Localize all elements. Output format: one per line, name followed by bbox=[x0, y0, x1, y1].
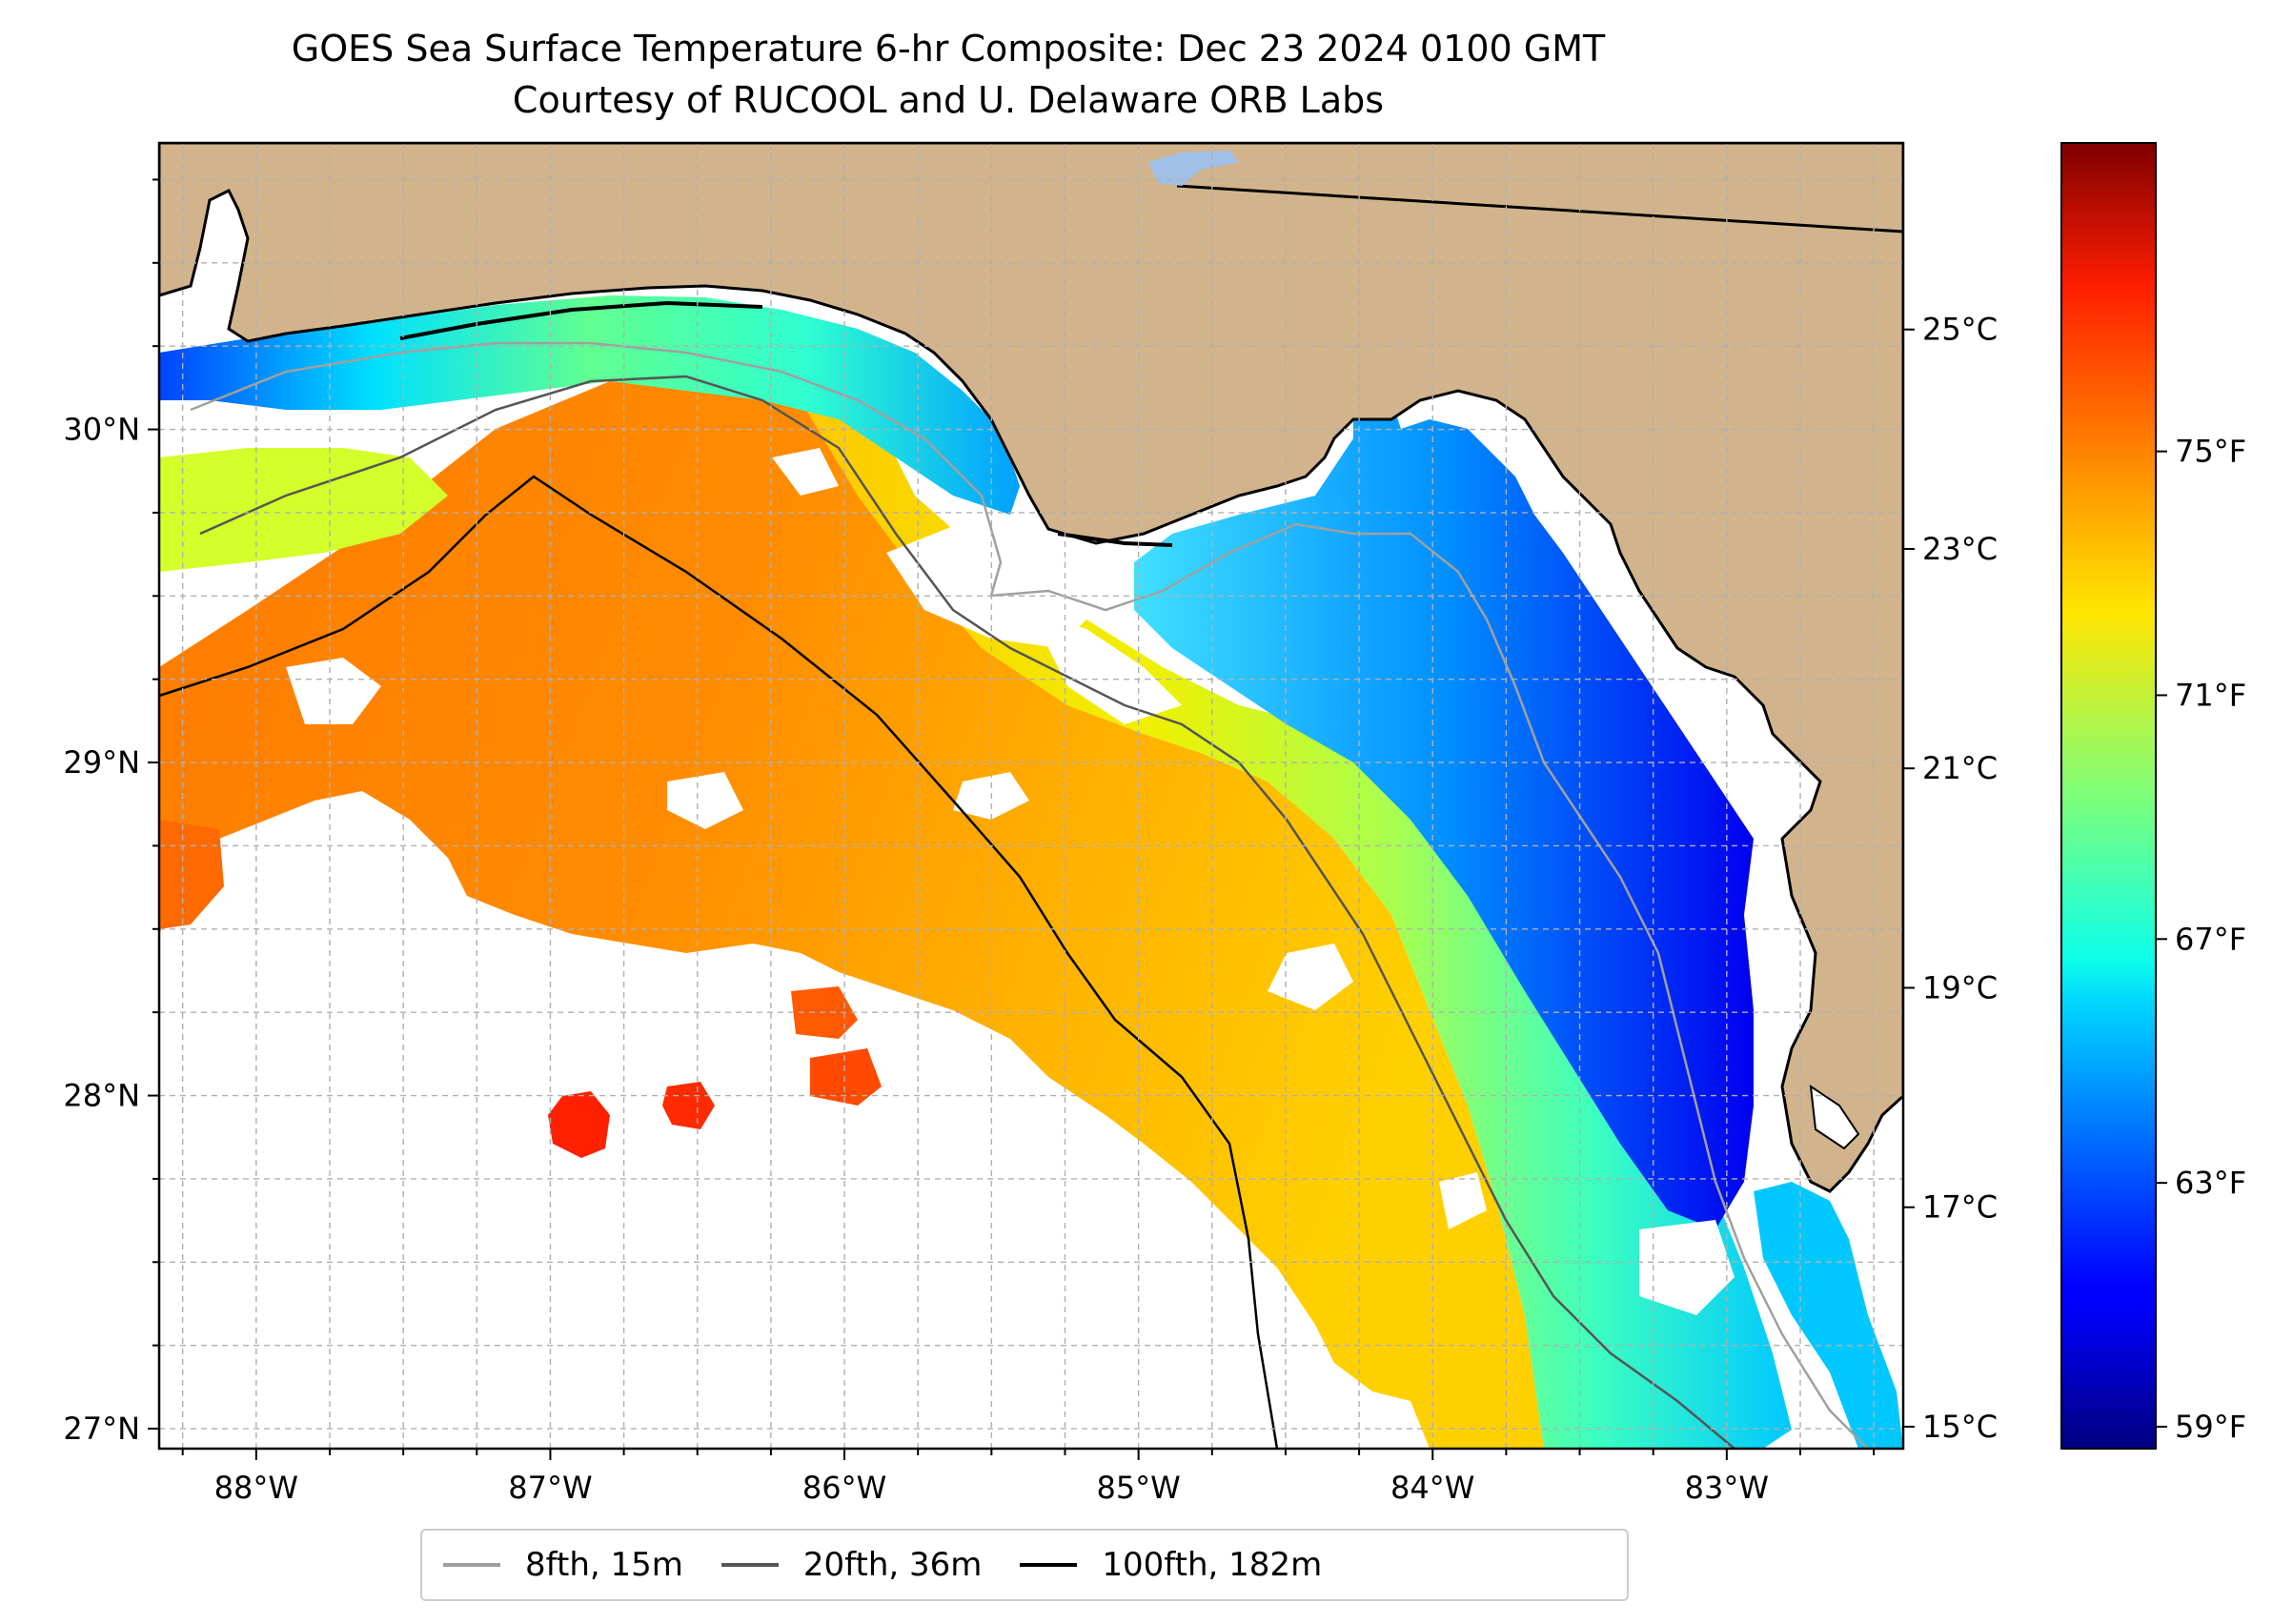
celsius-tick-label: 17°C bbox=[1922, 1189, 1998, 1226]
lat-tick-label: 27°N bbox=[63, 1411, 140, 1447]
map-title: GOES Sea Surface Temperature 6-hr Compos… bbox=[291, 28, 1606, 70]
celsius-tick-label: 25°C bbox=[1922, 312, 1998, 348]
lon-tick-label: 83°W bbox=[1685, 1470, 1769, 1506]
isobath-legend: 8fth, 15m 20fth, 36m 100fth, 182m bbox=[420, 1529, 1629, 1601]
lon-tick-label: 85°W bbox=[1096, 1470, 1180, 1506]
legend-swatch-20fth bbox=[720, 1563, 779, 1567]
lon-tick-label: 86°W bbox=[802, 1470, 886, 1506]
legend-item-8fth: 8fth, 15m bbox=[443, 1546, 683, 1584]
fahrenheit-tick-label: 63°F bbox=[2175, 1165, 2246, 1201]
fahrenheit-tick-label: 75°F bbox=[2175, 434, 2246, 470]
fahrenheit-tick-label: 67°F bbox=[2175, 921, 2246, 957]
map-subtitle: Courtesy of RUCOOL and U. Delaware ORB L… bbox=[512, 79, 1385, 121]
fahrenheit-tick-label: 71°F bbox=[2175, 677, 2246, 713]
isobath-8fth bbox=[190, 341, 1869, 1449]
colorbar-celsius-axis: 15°C 17°C 19°C 21°C 23°C 25°C bbox=[1903, 312, 1998, 1445]
celsius-tick-label: 15°C bbox=[1922, 1409, 1998, 1445]
lon-tick-label: 84°W bbox=[1390, 1470, 1474, 1506]
celsius-tick-label: 19°C bbox=[1922, 969, 1998, 1005]
sst-field bbox=[159, 295, 1903, 1449]
legend-swatch-100fth bbox=[1020, 1563, 1078, 1567]
colorbar-fahrenheit-axis: 59°F 63°F 67°F 71°F 75°F bbox=[2156, 434, 2246, 1445]
lat-tick-label: 28°N bbox=[63, 1078, 140, 1114]
longitude-axis: 88°W 87°W 86°W 85°W 84°W 83°W bbox=[181, 1449, 1876, 1506]
isobath-20fth bbox=[199, 375, 1735, 1449]
legend-label-20fth: 20fth, 36m bbox=[802, 1546, 983, 1584]
gridlines bbox=[159, 143, 1903, 1449]
legend-item-20fth: 20fth, 36m bbox=[720, 1546, 983, 1584]
lat-tick-label: 30°N bbox=[63, 412, 140, 448]
isobath-100fth bbox=[159, 475, 1279, 1449]
fahrenheit-tick-label: 59°F bbox=[2175, 1409, 2246, 1445]
legend-item-100fth: 100fth, 182m bbox=[1020, 1546, 1322, 1584]
lon-tick-label: 87°W bbox=[508, 1470, 592, 1506]
state-boundary bbox=[1176, 184, 1903, 233]
legend-label-8fth: 8fth, 15m bbox=[525, 1546, 683, 1584]
colorbar bbox=[2060, 142, 2157, 1450]
plot-frame bbox=[157, 141, 1905, 1451]
lon-tick-label: 88°W bbox=[214, 1470, 298, 1506]
lake-shape bbox=[1148, 151, 1239, 186]
legend-label-100fth: 100fth, 182m bbox=[1102, 1546, 1323, 1584]
legend-swatch-8fth bbox=[443, 1563, 500, 1567]
celsius-tick-label: 21°C bbox=[1922, 750, 1998, 786]
lat-tick-label: 29°N bbox=[63, 744, 140, 781]
isobaths bbox=[159, 341, 1869, 1449]
latitude-axis: 27°N 28°N 29°N 30°N bbox=[63, 178, 159, 1447]
celsius-tick-label: 23°C bbox=[1922, 531, 1998, 567]
